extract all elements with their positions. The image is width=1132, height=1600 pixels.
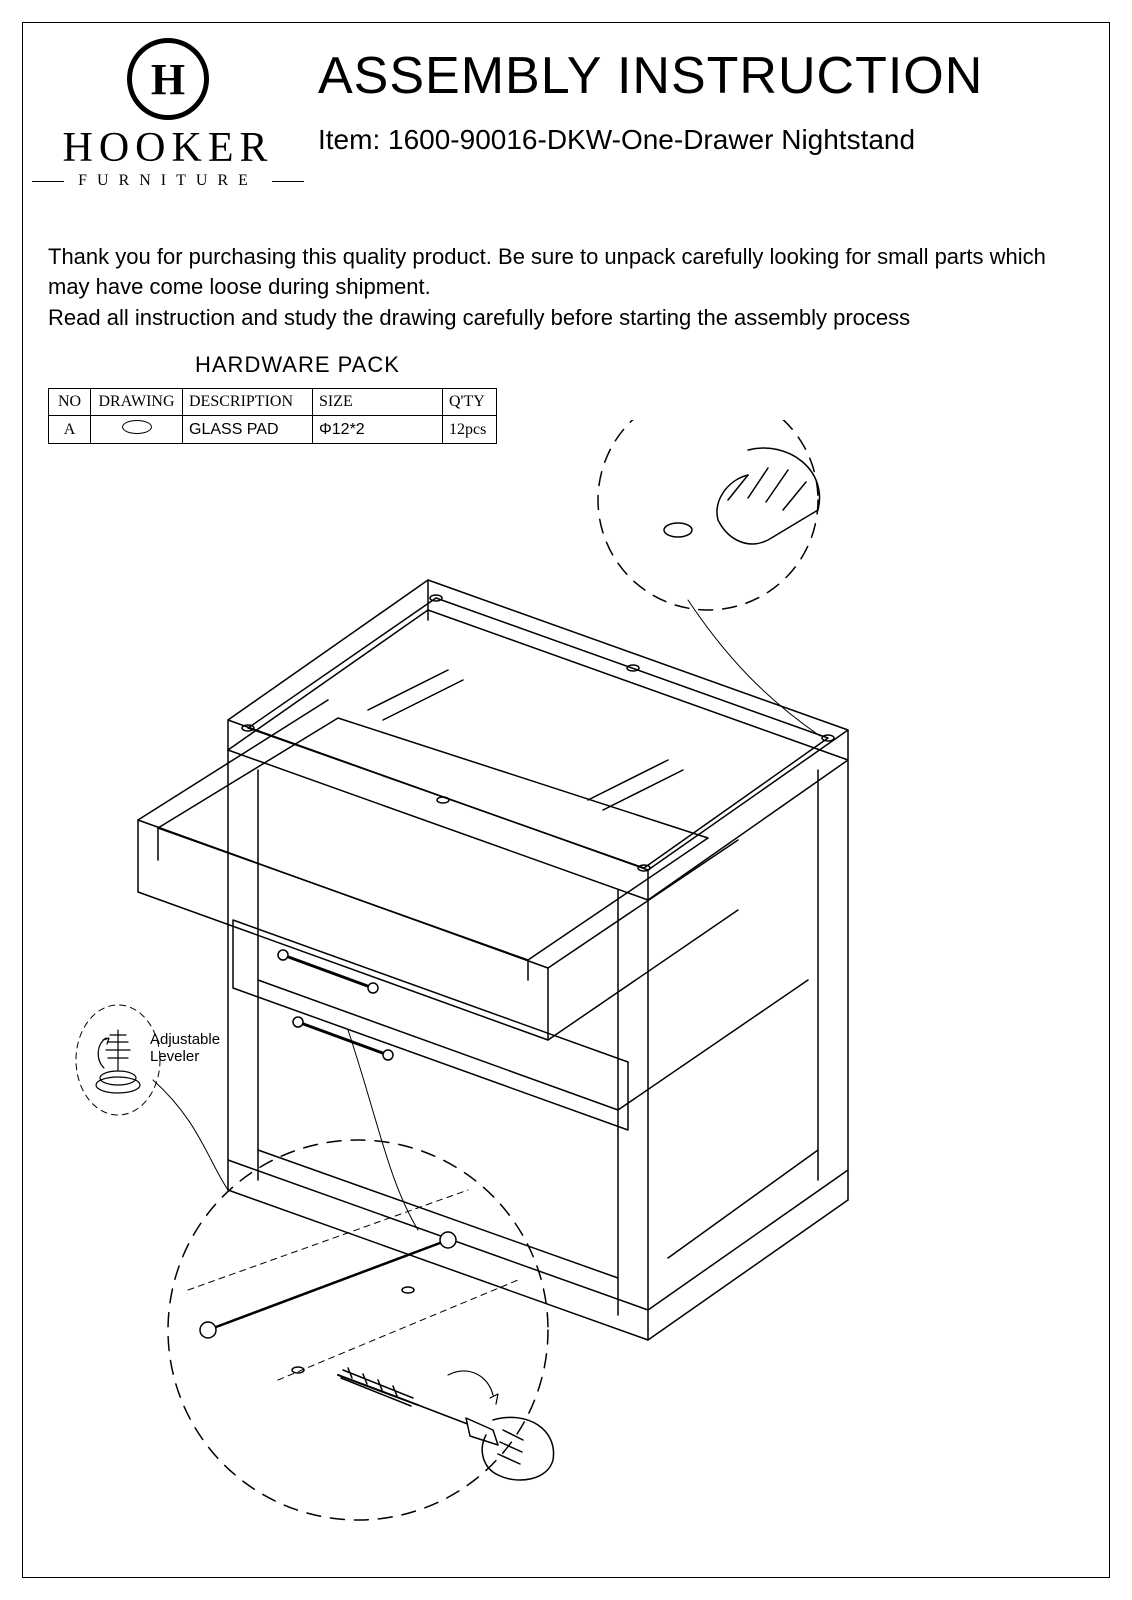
intro-line-2: Read all instruction and study the drawi… [48, 303, 1084, 333]
item-value: 1600-90016-DKW-One-Drawer Nightstand [388, 124, 915, 155]
page-title: ASSEMBLY INSTRUCTION [318, 46, 1084, 106]
intro-text: Thank you for purchasing this quality pr… [48, 242, 1084, 335]
hardware-pack-title: HARDWARE PACK [195, 352, 400, 378]
item-label: Item: [318, 124, 380, 155]
intro-line-1: Thank you for purchasing this quality pr… [48, 242, 1084, 301]
logo-letter: H [151, 54, 185, 105]
th-size: SIZE [313, 389, 443, 416]
th-no: NO [49, 389, 91, 416]
header: H HOOKER FURNITURE ASSEMBLY INSTRUCTION … [48, 38, 1084, 190]
assembly-drawing [48, 420, 1084, 1560]
th-description: DESCRIPTION [183, 389, 313, 416]
brand-subline: FURNITURE [60, 172, 276, 190]
drawing-svg [48, 420, 1084, 1560]
table-header-row: NO DRAWING DESCRIPTION SIZE Q'TY [49, 389, 497, 416]
item-line: Item: 1600-90016-DKW-One-Drawer Nightsta… [318, 124, 1084, 156]
brand-name: HOOKER [48, 124, 288, 172]
brand-logo: H HOOKER FURNITURE [48, 38, 288, 190]
th-drawing: DRAWING [91, 389, 183, 416]
logo-circle-icon: H [127, 38, 209, 120]
title-block: ASSEMBLY INSTRUCTION Item: 1600-90016-DK… [288, 38, 1084, 156]
th-qty: Q'TY [443, 389, 497, 416]
